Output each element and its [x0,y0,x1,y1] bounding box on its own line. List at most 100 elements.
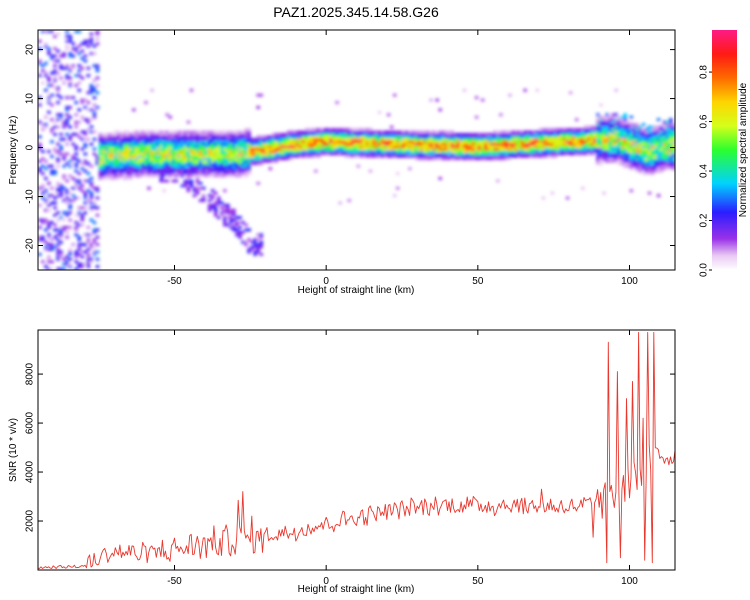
heatmap-cell [377,145,382,149]
heatmap-cell [159,176,163,180]
heatmap-cell [80,147,85,151]
heatmap-cell [174,174,179,178]
heatmap-cell [286,137,291,141]
heatmap-cell [235,142,239,146]
heatmap-cell [286,152,291,156]
heatmap-cell [95,157,100,161]
heatmap-cell [77,235,82,239]
heatmap-cell [623,157,628,161]
heatmap-cell [659,132,664,136]
heatmap-cell [223,130,227,134]
heatmap-cell [471,142,476,146]
heatmap-cell [380,145,385,149]
heatmap-cell [177,152,182,156]
heatmap-cell [220,154,224,158]
heatmap-cell [508,157,512,161]
heatmap-cell [92,240,97,244]
heatmap-cell [186,135,191,139]
heatmap-cell [229,147,233,151]
heatmap-cell [435,147,439,151]
heatmap-cell [50,238,54,242]
heatmap-cell [238,152,242,156]
heatmap-cell [47,208,51,212]
heatmap-cell [213,213,218,217]
heatmap-cell [122,135,127,139]
heatmap-cell [38,135,42,139]
heatmap-cell [665,154,670,158]
heatmap-cell [635,167,640,171]
heatmap-cell [599,137,603,141]
heatmap-cell [107,172,112,176]
heatmap-cell [408,147,412,151]
heatmap-cell [256,238,261,242]
heatmap-cell [74,30,79,34]
heatmap-cell [323,130,327,134]
heatmap-cell [104,150,109,154]
heatmap-cell [432,154,436,158]
heatmap-cell [556,137,561,141]
heatmap-cell [44,247,48,252]
heatmap-cell [50,164,54,168]
heatmap-cell [144,101,148,105]
heatmap-cell [344,147,348,151]
heatmap-cell [220,137,224,141]
heatmap-cell [471,152,476,156]
heatmap-cell [65,262,69,266]
heatmap-cell [38,238,42,242]
heatmap-cell [89,181,94,185]
heatmap-cell [183,150,188,154]
heatmap-cell [665,152,670,156]
heatmap-cell [95,257,100,261]
heatmap-cell [180,169,185,173]
heatmap-cell [50,201,54,205]
heatmap-cell [50,194,54,198]
heatmap-cell [235,135,239,139]
heatmap-cell [489,150,494,154]
heatmap-cell [638,145,643,149]
heatmap-cell [223,221,227,225]
heatmap-cell [168,132,173,136]
heatmap-cell [289,140,294,144]
heatmap-cell [247,154,251,158]
heatmap-cell [602,125,606,129]
heatmap-cell [671,164,675,168]
heatmap-cell [398,147,403,151]
heatmap-cell [101,147,106,151]
heatmap-cell [195,191,200,195]
heatmap-cell [408,154,412,158]
heatmap-cell [468,147,473,151]
heatmap-cell [529,147,534,151]
heatmap-cell [338,150,342,154]
heatmap-cell [56,164,60,168]
heatmap-cell [150,154,154,158]
heatmap-cell [471,132,476,136]
heatmap-cell [135,159,139,163]
heatmap-cell [171,174,176,178]
heatmap-cell [356,147,361,151]
heatmap-cell [365,132,370,136]
heatmap-cell [77,206,82,210]
heatmap-cell [253,245,257,249]
heatmap-cell [292,145,297,149]
heatmap-cell [665,123,670,127]
heatmap-cell [223,208,227,212]
heatmap-cell [626,127,631,132]
heatmap-cell [250,152,254,156]
heatmap-cell [53,34,57,38]
heatmap-cell [101,172,106,176]
heatmap-cell [647,162,652,166]
heatmap-cell [671,157,675,161]
heatmap-cell [617,123,621,127]
heatmap-cell [213,211,218,215]
heatmap-cell [493,150,497,154]
heatmap-cell [259,147,264,151]
heatmap-cell [132,162,136,166]
heatmap-cell [398,152,403,156]
heatmap-cell [98,147,103,151]
heatmap-cell [474,154,479,158]
heatmap-cell [226,159,230,163]
heatmap-cell [41,191,45,195]
heatmap-cell [395,132,400,136]
heatmap-cell [580,145,585,149]
heatmap-cell [147,174,151,178]
